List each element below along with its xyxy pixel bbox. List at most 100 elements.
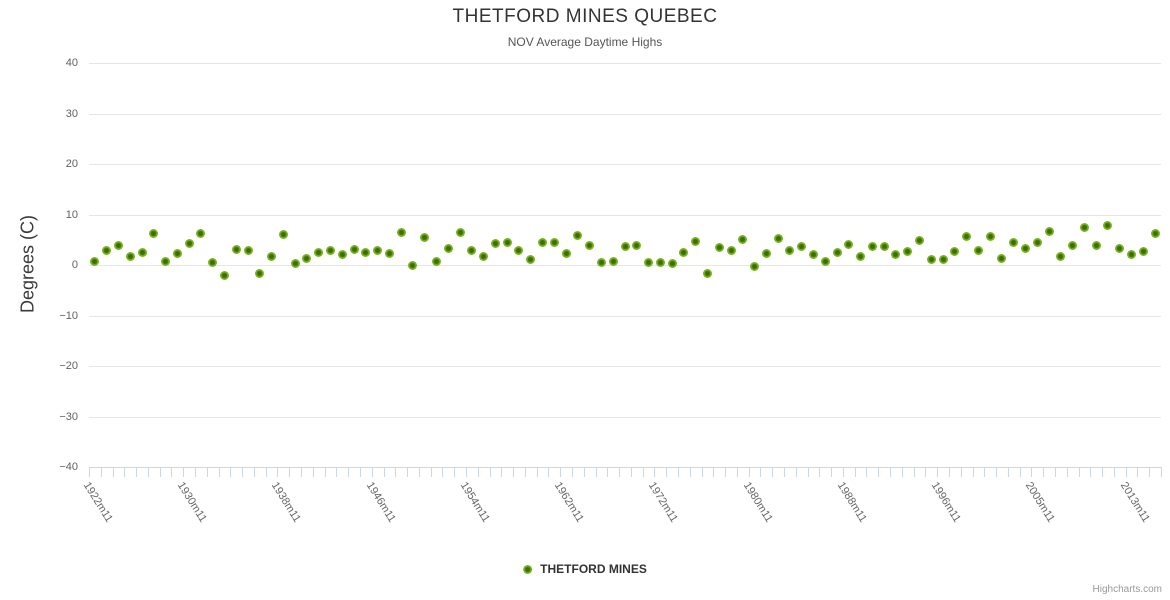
data-point[interactable] — [490, 238, 500, 248]
data-point[interactable] — [856, 252, 866, 262]
data-point[interactable] — [702, 268, 712, 278]
data-point[interactable] — [573, 230, 583, 240]
data-point[interactable] — [90, 256, 100, 266]
data-point[interactable] — [149, 228, 159, 238]
data-point[interactable] — [655, 257, 665, 267]
data-point[interactable] — [302, 253, 312, 263]
data-point[interactable] — [361, 248, 371, 258]
data-point[interactable] — [632, 240, 642, 250]
data-point[interactable] — [373, 245, 383, 255]
data-point[interactable] — [797, 241, 807, 251]
data-point[interactable] — [1009, 238, 1019, 248]
data-point[interactable] — [526, 254, 536, 264]
data-point[interactable] — [467, 246, 477, 256]
data-point[interactable] — [1032, 238, 1042, 248]
data-point[interactable] — [726, 246, 736, 256]
data-point[interactable] — [808, 249, 818, 259]
data-point[interactable] — [667, 258, 677, 268]
data-point[interactable] — [455, 227, 465, 237]
data-point[interactable] — [267, 252, 277, 262]
data-point[interactable] — [384, 248, 394, 258]
x-axis-tick — [477, 467, 479, 477]
data-point[interactable] — [255, 268, 265, 278]
data-point[interactable] — [349, 244, 359, 254]
data-point[interactable] — [761, 248, 771, 258]
data-point[interactable] — [231, 244, 241, 254]
data-point[interactable] — [314, 248, 324, 258]
data-point[interactable] — [832, 248, 842, 258]
legend-label: THETFORD MINES — [540, 562, 647, 576]
data-point[interactable] — [102, 245, 112, 255]
data-point[interactable] — [585, 240, 595, 250]
data-point[interactable] — [172, 248, 182, 258]
data-point[interactable] — [196, 229, 206, 239]
data-point[interactable] — [1056, 252, 1066, 262]
data-point[interactable] — [691, 237, 701, 247]
credits-link[interactable]: Highcharts.com — [1092, 584, 1162, 595]
data-point[interactable] — [125, 252, 135, 262]
x-axis-tick — [195, 467, 197, 477]
data-point[interactable] — [973, 245, 983, 255]
data-point[interactable] — [891, 249, 901, 259]
data-point[interactable] — [997, 253, 1007, 263]
data-point[interactable] — [337, 250, 347, 260]
data-point[interactable] — [1068, 240, 1078, 250]
data-point[interactable] — [985, 231, 995, 241]
data-point[interactable] — [867, 242, 877, 252]
data-point[interactable] — [290, 258, 300, 268]
data-point[interactable] — [113, 241, 123, 251]
data-point[interactable] — [514, 245, 524, 255]
data-point[interactable] — [184, 239, 194, 249]
data-point[interactable] — [738, 235, 748, 245]
data-point[interactable] — [1021, 243, 1031, 253]
y-axis-tick-label: 20 — [65, 158, 78, 170]
data-point[interactable] — [679, 247, 689, 257]
data-point[interactable] — [443, 243, 453, 253]
data-point[interactable] — [208, 257, 218, 267]
data-point[interactable] — [1115, 243, 1125, 253]
data-point[interactable] — [396, 228, 406, 238]
data-point[interactable] — [962, 231, 972, 241]
data-point[interactable] — [502, 238, 512, 248]
data-point[interactable] — [879, 241, 889, 251]
data-point[interactable] — [926, 255, 936, 265]
data-point[interactable] — [161, 256, 171, 266]
x-axis-tick-label: 1980m11 — [740, 480, 775, 525]
data-point[interactable] — [915, 235, 924, 245]
data-point[interactable] — [325, 245, 335, 255]
data-point[interactable] — [644, 257, 654, 267]
data-point[interactable] — [620, 242, 630, 252]
data-point[interactable] — [608, 256, 618, 266]
data-point[interactable] — [420, 233, 430, 243]
chart-title: THETFORD MINES QUEBEC — [452, 6, 718, 27]
data-point[interactable] — [1138, 247, 1148, 257]
data-point[interactable] — [549, 238, 559, 248]
data-point[interactable] — [750, 262, 760, 271]
data-point[interactable] — [1044, 226, 1054, 236]
data-point[interactable] — [785, 246, 795, 256]
legend-item-thetford-mines[interactable]: THETFORD MINES — [523, 562, 647, 576]
data-point[interactable] — [538, 238, 548, 248]
data-point[interactable] — [844, 239, 854, 249]
data-point[interactable] — [479, 252, 489, 262]
data-point[interactable] — [1079, 222, 1089, 232]
data-point[interactable] — [773, 234, 783, 244]
data-point[interactable] — [1103, 221, 1113, 231]
data-point[interactable] — [938, 254, 948, 264]
data-point[interactable] — [1127, 249, 1137, 259]
data-point[interactable] — [137, 247, 147, 257]
data-point[interactable] — [820, 256, 830, 266]
data-point[interactable] — [243, 246, 253, 256]
data-point[interactable] — [278, 230, 288, 240]
data-point[interactable] — [408, 260, 418, 270]
data-point[interactable] — [596, 257, 606, 267]
data-point[interactable] — [950, 247, 960, 257]
x-axis-tick — [324, 467, 326, 477]
data-point[interactable] — [561, 249, 571, 259]
data-point[interactable] — [1150, 229, 1160, 239]
data-point[interactable] — [219, 271, 229, 281]
data-point[interactable] — [1091, 240, 1101, 250]
data-point[interactable] — [714, 243, 724, 253]
data-point[interactable] — [903, 247, 913, 257]
data-point[interactable] — [432, 256, 442, 266]
